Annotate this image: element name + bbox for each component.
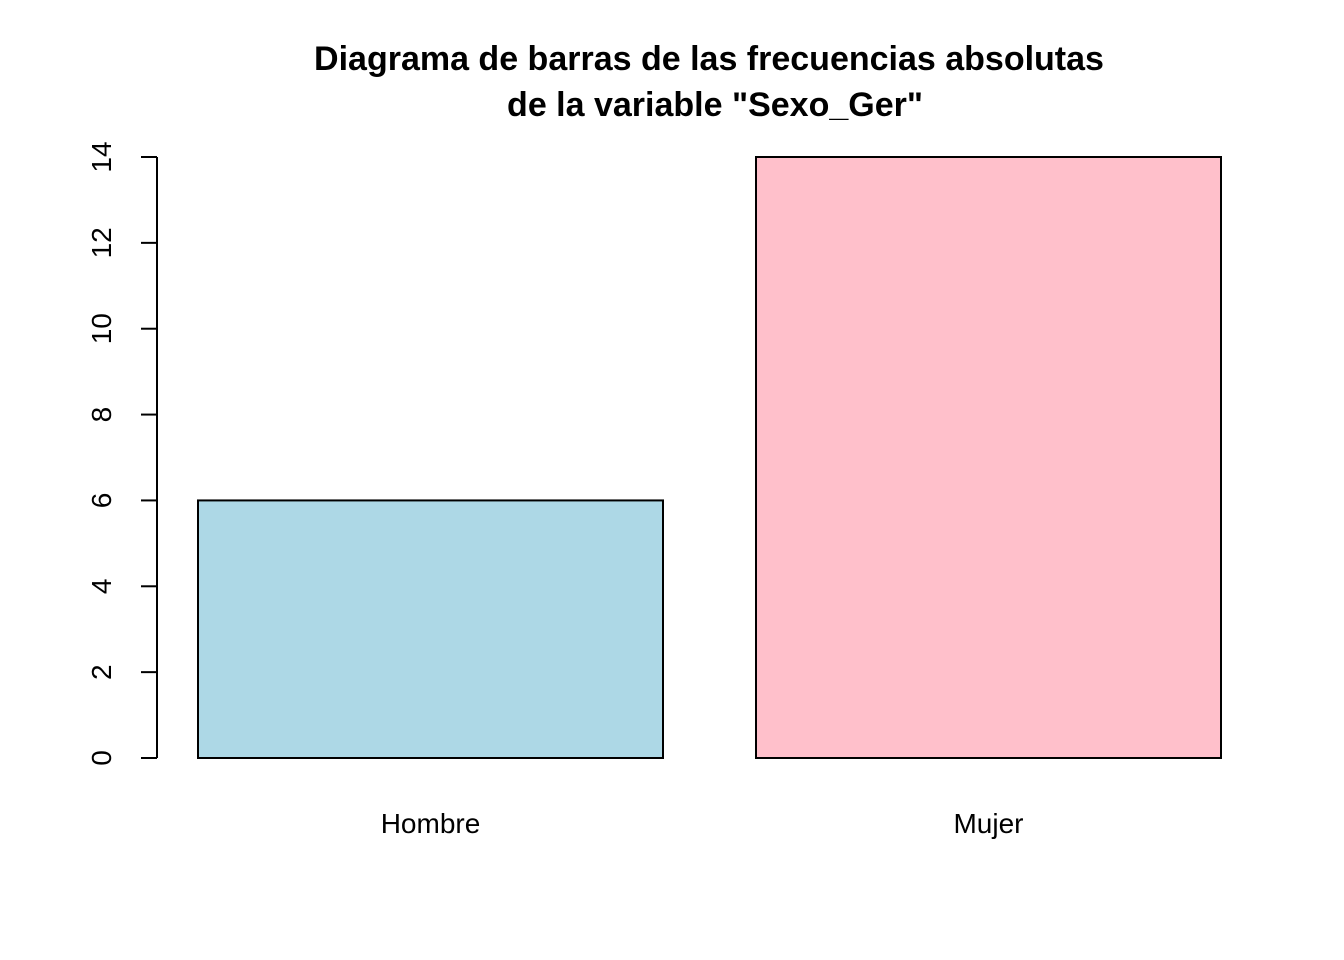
- bars-group: [197, 156, 1222, 759]
- y-tick-label: 6: [86, 493, 117, 509]
- y-tick-label: 8: [86, 407, 117, 423]
- chart-title-line-1: Diagrama de barras de las frecuencias ab…: [314, 40, 1104, 78]
- x-category-label: Hombre: [381, 808, 481, 839]
- y-tick-label: 4: [86, 578, 117, 594]
- bar-hombre: [197, 499, 664, 759]
- x-axis-labels: Hombre Mujer: [381, 808, 1024, 839]
- y-tick-label: 14: [86, 141, 117, 172]
- bar-mujer: [755, 156, 1222, 759]
- y-axis: 0 2 4 6 8 10 12 14: [86, 141, 158, 766]
- chart-title-line-2: de la variable "Sexo_Ger": [507, 86, 923, 124]
- y-tick-label: 12: [86, 227, 117, 258]
- y-tick-label: 0: [86, 750, 117, 766]
- chart-title: Diagrama de barras de las frecuencias ab…: [314, 40, 1104, 124]
- y-tick-label: 10: [86, 313, 117, 344]
- y-tick-label: 2: [86, 664, 117, 680]
- x-category-label: Mujer: [953, 808, 1023, 839]
